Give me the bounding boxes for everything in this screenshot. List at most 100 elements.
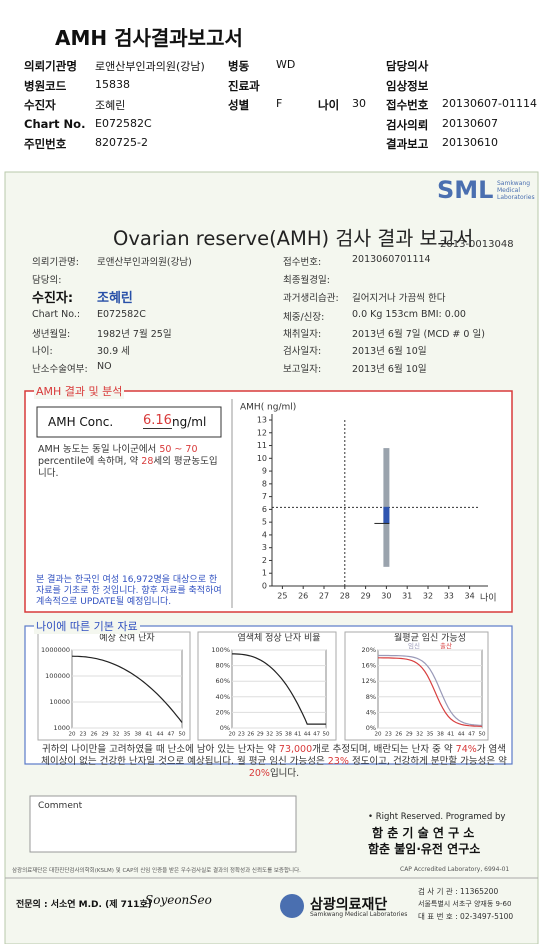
- interpretation-part: 28: [141, 456, 154, 467]
- phone: 대 표 번 호 : 02-3497-5100: [418, 912, 514, 921]
- field-value: 20130607-01114: [442, 97, 537, 110]
- summary-part: 74%: [455, 744, 477, 755]
- x-tick-label: 20: [375, 732, 382, 738]
- title: AMH 검사결과보고서: [55, 26, 243, 50]
- field-label: 결과보고: [386, 137, 429, 151]
- logo-mark: [280, 894, 304, 918]
- summary-part: 개로 추정되며, 배란되는 난자 중 약: [312, 744, 456, 755]
- plot-frame: [377, 649, 483, 729]
- y-axis-label: AMH( ng/ml): [240, 403, 296, 413]
- field-label: 성별: [228, 98, 250, 112]
- field-value: 30: [352, 97, 366, 110]
- field-label: 진료과: [228, 79, 260, 93]
- lab: 함 춘 기 술 연 구 소: [372, 826, 475, 840]
- x-tick-label: 47: [168, 732, 175, 738]
- x-tick-label: 29: [406, 732, 413, 738]
- info-value: 조혜린: [97, 291, 133, 306]
- x-tick-label: 29: [257, 732, 264, 738]
- info-label: 과거생리습관:: [283, 293, 339, 304]
- field-value: 20130607: [442, 117, 498, 130]
- curve: [378, 657, 482, 727]
- y-tick-label: 1000000: [41, 646, 70, 654]
- field-label: 병동: [228, 59, 250, 73]
- field-value: 820725-2: [95, 136, 148, 149]
- info-label: 채취일자:: [283, 329, 322, 340]
- cap: CAP Accredited Laboratory, 6994-01: [400, 866, 510, 873]
- summary: 귀하의 나이만을 고려하였을 때 난소에 남아 있는 난자는 약 73,000개…: [38, 744, 510, 780]
- summary-part: 귀하의 나이만을 고려하였을 때 난소에 남아 있는 난자는 약: [41, 744, 279, 755]
- x-tick-label: 28: [340, 592, 350, 601]
- y-tick-label: 20%: [216, 708, 230, 716]
- mini-title: 월평균 임신 가능성: [394, 632, 466, 644]
- x-tick-label: 44: [304, 732, 311, 738]
- x-tick-label: 32: [113, 732, 120, 738]
- y-tick-label: 9: [262, 467, 267, 476]
- x-tick-label: 27: [319, 592, 329, 601]
- y-tick-label: 100000: [45, 672, 70, 680]
- x-tick-label: 47: [313, 732, 320, 738]
- info-value: 2013년 6월 10일: [352, 364, 427, 375]
- field-label: 접수번호: [386, 98, 429, 112]
- info-value: NO: [97, 361, 112, 372]
- y-tick-label: 4: [262, 530, 267, 539]
- x-tick-label: 41: [294, 732, 301, 738]
- notice: 삼광의료재단은 대한진단검사의학회(KSLM) 및 CAP의 신임 인증을 받은…: [12, 868, 301, 874]
- conc-value: 6.16: [143, 413, 172, 429]
- info-value: 2013년 6월 7일 (MCD # 0 일): [352, 329, 485, 340]
- field-value: WD: [276, 58, 296, 71]
- x-tick-label: 35: [427, 732, 434, 738]
- info-value: 2013060701114: [352, 254, 431, 265]
- curve: [232, 653, 326, 725]
- y-tick-label: 80%: [216, 662, 230, 670]
- org: 삼광의료재단: [310, 897, 388, 913]
- x-tick-label: 34: [465, 592, 475, 601]
- x-tick-label: 35: [124, 732, 131, 738]
- report-number: 2013-0013048: [440, 239, 514, 250]
- x-tick-label: 41: [146, 732, 153, 738]
- y-tick-label: 2: [262, 556, 267, 565]
- summary-part: 입니다.: [269, 768, 300, 779]
- x-tick-label: 38: [285, 732, 292, 738]
- y-tick-label: 0%: [366, 724, 376, 732]
- y-tick-label: 4%: [366, 708, 376, 716]
- x-tick-label: 26: [298, 592, 308, 601]
- plot-frame: [231, 649, 327, 729]
- x-tick-label: 32: [266, 732, 273, 738]
- y-tick-label: 7: [262, 492, 267, 501]
- x-tick-label: 30: [381, 592, 391, 601]
- x-axis-label: 나이: [480, 593, 497, 604]
- legend-label: 임신: [408, 641, 420, 650]
- y-tick-label: 12: [257, 428, 267, 437]
- field-label: 병원코드: [24, 79, 67, 93]
- info-label: Chart No.:: [32, 309, 81, 320]
- y-tick-label: 16%: [362, 662, 376, 670]
- summary-part: 정도이고, 건강하게 분만할 가능성은 약: [348, 756, 507, 767]
- mini-title: 염색체 정상 난자 비율: [237, 633, 320, 644]
- info-label: 접수번호:: [283, 257, 322, 268]
- info-label: 담당의:: [32, 275, 62, 286]
- note: 본 결과는 한국인 여성 16,972명을 대상으로 한 자료를 기초로 한 것…: [36, 575, 222, 607]
- x-tick-label: 23: [238, 732, 245, 738]
- x-tick-label: 41: [447, 732, 454, 738]
- x-tick-label: 26: [395, 732, 402, 738]
- info-label: 난소수술여부:: [32, 364, 88, 375]
- conc-label: AMH Conc.: [48, 415, 114, 429]
- info-label: 최종월경일:: [283, 275, 330, 286]
- field-label: 수진자: [24, 98, 56, 112]
- field-label: 나이: [318, 98, 340, 112]
- interpretation-part: AMH 농도는 동일 나이군에서: [38, 444, 160, 455]
- x-tick-label: 35: [276, 732, 283, 738]
- y-tick-label: 60%: [216, 677, 230, 685]
- x-tick-label: 31: [402, 592, 412, 601]
- x-tick-label: 20: [229, 732, 236, 738]
- x-tick-label: 50: [179, 732, 186, 738]
- y-tick-label: 40%: [216, 693, 230, 701]
- x-tick-label: 25: [277, 592, 287, 601]
- mini-box: [344, 631, 489, 741]
- field-label: 임상정보: [386, 79, 429, 93]
- field-label: 의뢰기관명: [24, 59, 77, 73]
- address: 서울특별시 서초구 양재동 9-60: [418, 900, 512, 908]
- info-value: 2013년 6월 10일: [352, 346, 427, 357]
- report-title: Ovarian reserve(AMH) 검사 결과 보고서: [113, 227, 474, 250]
- info-label: 수진자:: [32, 291, 74, 306]
